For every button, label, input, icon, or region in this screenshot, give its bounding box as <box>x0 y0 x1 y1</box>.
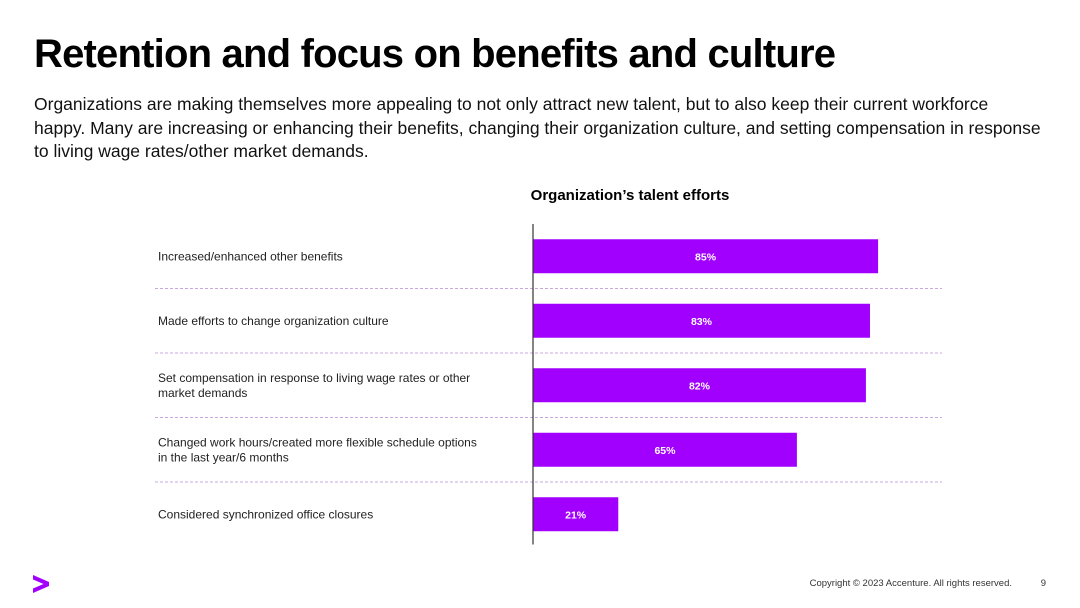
data-label: 65% <box>654 445 676 457</box>
category-label: Changed work hours/created more flexible… <box>158 435 477 464</box>
slide-intro-paragraph: Organizations are making themselves more… <box>34 94 1041 161</box>
data-label: 85% <box>695 251 717 263</box>
category-label: Made efforts to change organization cult… <box>158 314 389 328</box>
bar <box>533 239 879 274</box>
copyright-text: Copyright © 2023 Accenture. All rights r… <box>809 578 1012 589</box>
category-label-line: Changed work hours/created more flexible… <box>158 435 477 449</box>
accenture-logo-icon <box>33 575 49 593</box>
slide-title: Retention and focus on benefits and cult… <box>34 32 836 76</box>
category-label: Increased/enhanced other benefits <box>158 249 343 263</box>
category-label-line: market demands <box>158 386 247 400</box>
page-number: 9 <box>1040 578 1046 589</box>
data-label: 82% <box>689 380 711 392</box>
category-label: Set compensation in response to living w… <box>158 371 470 400</box>
bar <box>533 368 866 403</box>
chart-title: Organization’s talent efforts <box>530 187 730 204</box>
bar <box>533 497 619 532</box>
category-label-line: Set compensation in response to living w… <box>158 371 470 385</box>
bar <box>533 432 797 467</box>
data-label: 83% <box>691 316 713 328</box>
data-label: 21% <box>565 509 587 521</box>
category-label-line: Made efforts to change organization cult… <box>158 314 389 328</box>
category-label-line: Increased/enhanced other benefits <box>158 249 343 263</box>
category-label: Considered synchronized office closures <box>158 507 373 521</box>
bar <box>533 303 870 338</box>
category-label-line: in the last year/6 months <box>158 450 289 464</box>
category-label-line: Considered synchronized office closures <box>158 507 373 521</box>
